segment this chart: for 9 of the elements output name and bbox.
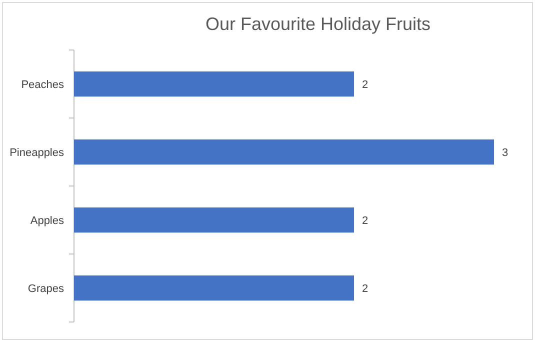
y-tick-label: Apples xyxy=(30,214,64,227)
y-tick-label: Grapes xyxy=(28,282,64,295)
chart-title: Our Favourite Holiday Fruits xyxy=(205,14,431,34)
data-label: 2 xyxy=(362,282,368,295)
y-tick-label: Peaches xyxy=(21,78,64,91)
data-label: 2 xyxy=(362,78,368,91)
y-tick-label: Pineapples xyxy=(10,146,64,159)
data-label: 3 xyxy=(502,146,508,159)
data-label: 2 xyxy=(362,214,368,227)
